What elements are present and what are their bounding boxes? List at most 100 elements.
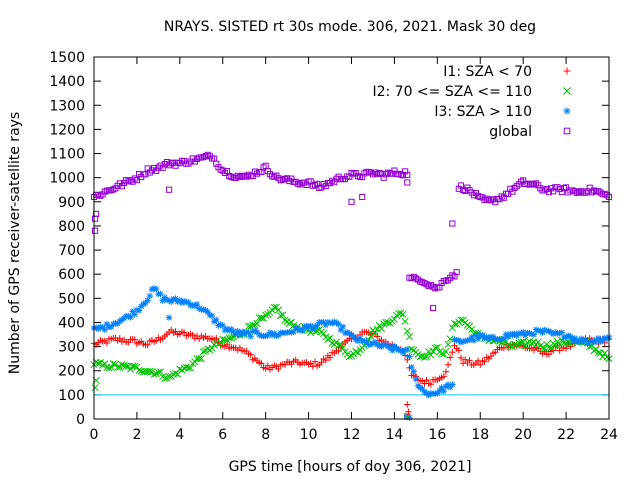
data-point <box>457 354 465 362</box>
data-point <box>264 332 272 339</box>
x-tick-label: 4 <box>175 427 184 443</box>
data-point <box>442 368 450 375</box>
data-point <box>330 341 338 349</box>
data-point <box>447 354 454 361</box>
tick-marks <box>93 56 610 420</box>
data-point <box>103 320 111 328</box>
data-point <box>176 365 184 373</box>
data-point <box>545 327 553 335</box>
data-point <box>541 344 549 353</box>
data-point <box>120 361 128 369</box>
y-tick-label: 600 <box>58 267 85 283</box>
data-point <box>264 362 272 369</box>
data-point <box>232 330 239 338</box>
data-point <box>189 301 196 309</box>
data-point <box>556 341 564 349</box>
data-point <box>390 315 398 323</box>
data-point <box>519 338 527 346</box>
data-point <box>538 344 547 352</box>
data-point <box>405 408 412 415</box>
data-point <box>405 333 413 341</box>
data-point <box>450 319 459 328</box>
data-point <box>150 370 158 379</box>
legend-label: global <box>489 124 532 140</box>
data-point <box>279 311 287 319</box>
data-point <box>320 329 328 338</box>
legend: I1: SZA < 70 I2: 70 <= SZA <= 110 I3: SZA … <box>372 64 571 140</box>
data-point <box>348 198 355 205</box>
data-point <box>135 366 143 374</box>
data-point <box>442 348 450 356</box>
data-point <box>131 336 138 343</box>
data-point <box>189 331 196 339</box>
data-point <box>380 320 388 328</box>
data-point <box>395 309 403 318</box>
data-point <box>92 227 99 234</box>
data-point <box>213 316 220 324</box>
series-1 <box>90 303 613 383</box>
data-point <box>519 328 527 336</box>
legend-label: I1: SZA < 70 <box>443 64 532 80</box>
legend-marker <box>563 67 571 75</box>
data-point <box>567 333 574 340</box>
x-tick-label: 24 <box>600 427 618 443</box>
x-tick-label: 16 <box>428 427 446 443</box>
data-point <box>326 354 334 361</box>
data-point <box>427 351 435 359</box>
data-point <box>156 368 165 376</box>
data-point <box>335 342 343 350</box>
data-point <box>339 323 347 330</box>
data-point <box>213 335 220 342</box>
data-point <box>253 328 261 336</box>
data-point <box>337 341 345 349</box>
data-point <box>410 368 417 375</box>
y-tick-label: 200 <box>58 364 85 380</box>
data-point <box>504 333 512 340</box>
data-point <box>311 358 319 365</box>
x-tick-label: 12 <box>343 427 361 443</box>
x-axis-label: GPS time [hours of doy 306, 2021] <box>229 459 472 475</box>
data-point <box>208 344 216 352</box>
data-point <box>457 316 465 324</box>
data-point <box>111 360 120 368</box>
data-point <box>281 316 289 324</box>
y-tick-label: 1100 <box>49 147 85 163</box>
data-point <box>103 339 111 347</box>
data-point <box>274 306 283 314</box>
data-point <box>133 177 140 184</box>
y-tick-label: 300 <box>58 340 85 356</box>
series-2 <box>90 285 613 399</box>
data-point <box>197 355 205 363</box>
data-point <box>199 348 207 356</box>
data-point <box>122 362 130 370</box>
data-point <box>423 353 431 361</box>
data-point <box>339 344 347 352</box>
data-point <box>562 345 570 352</box>
data-point <box>270 303 278 311</box>
y-tick-label: 1200 <box>49 122 85 138</box>
data-point <box>195 355 203 363</box>
data-point <box>161 374 169 383</box>
data-point <box>455 347 462 354</box>
data-point <box>406 353 413 360</box>
data-point <box>438 384 445 391</box>
data-point <box>552 329 559 336</box>
data-point <box>152 370 160 378</box>
data-point <box>429 304 437 312</box>
data-point <box>449 348 456 356</box>
data-point <box>225 334 233 342</box>
data-point <box>159 297 166 304</box>
data-point <box>165 314 173 321</box>
data-point <box>377 325 386 333</box>
chart-title: NRAYS. SISTED rt 30s mode. 306, 2021. Ma… <box>164 19 536 35</box>
data-point <box>345 352 353 361</box>
data-point <box>107 363 115 371</box>
data-point <box>449 220 456 227</box>
outlier-points <box>91 376 411 421</box>
data-point <box>234 327 241 335</box>
data-point <box>249 321 257 329</box>
data-point <box>547 344 555 352</box>
data-point <box>440 387 447 395</box>
